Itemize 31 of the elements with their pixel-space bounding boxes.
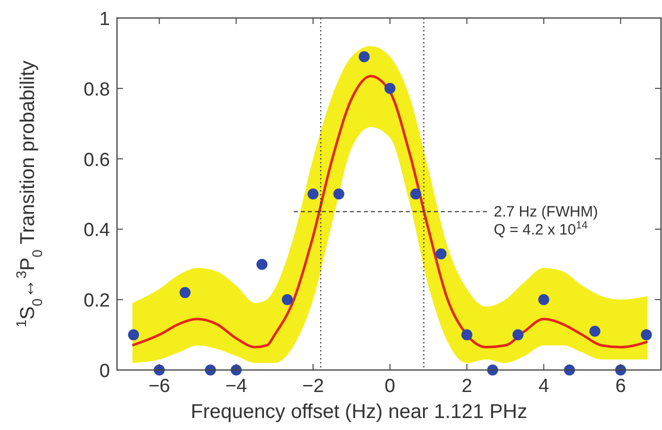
point bbox=[308, 188, 319, 200]
point bbox=[256, 258, 268, 270]
point bbox=[358, 51, 370, 62]
point bbox=[128, 329, 140, 340]
point bbox=[436, 248, 447, 260]
y-tick-label: 0.2 bbox=[84, 290, 110, 312]
x-tick-label: 6 bbox=[615, 376, 626, 397]
y-tick-label: 0 bbox=[99, 361, 110, 382]
point bbox=[640, 329, 652, 340]
x-tick-label: 2 bbox=[462, 376, 472, 397]
annotation: Q = 4.2 x 10$^{14}$ bbox=[494, 220, 588, 239]
x-tick-label: −6 bbox=[148, 376, 170, 397]
point bbox=[282, 294, 293, 306]
point bbox=[512, 329, 524, 340]
x-tick-label: −2 bbox=[302, 376, 324, 397]
point bbox=[180, 287, 191, 298]
x-tick-label: −4 bbox=[225, 376, 248, 397]
point bbox=[589, 326, 600, 337]
y-tick-label: 1 bbox=[99, 9, 110, 30]
point bbox=[333, 188, 344, 200]
point bbox=[410, 188, 422, 200]
y-tick-label: 0.6 bbox=[84, 150, 110, 171]
point bbox=[384, 82, 396, 94]
y-tick-label: 0.4 bbox=[84, 220, 110, 242]
x-tick-label: 0 bbox=[384, 376, 396, 397]
x-axis-title: Frequency offset (Hz) near 1.121 PHz bbox=[190, 401, 528, 423]
point bbox=[538, 294, 550, 306]
y-tick-label: 0.8 bbox=[84, 79, 110, 100]
annotation: 2.7 Hz (FWHM) bbox=[494, 204, 598, 221]
point bbox=[461, 329, 472, 340]
x-tick-label: 4 bbox=[538, 376, 550, 397]
